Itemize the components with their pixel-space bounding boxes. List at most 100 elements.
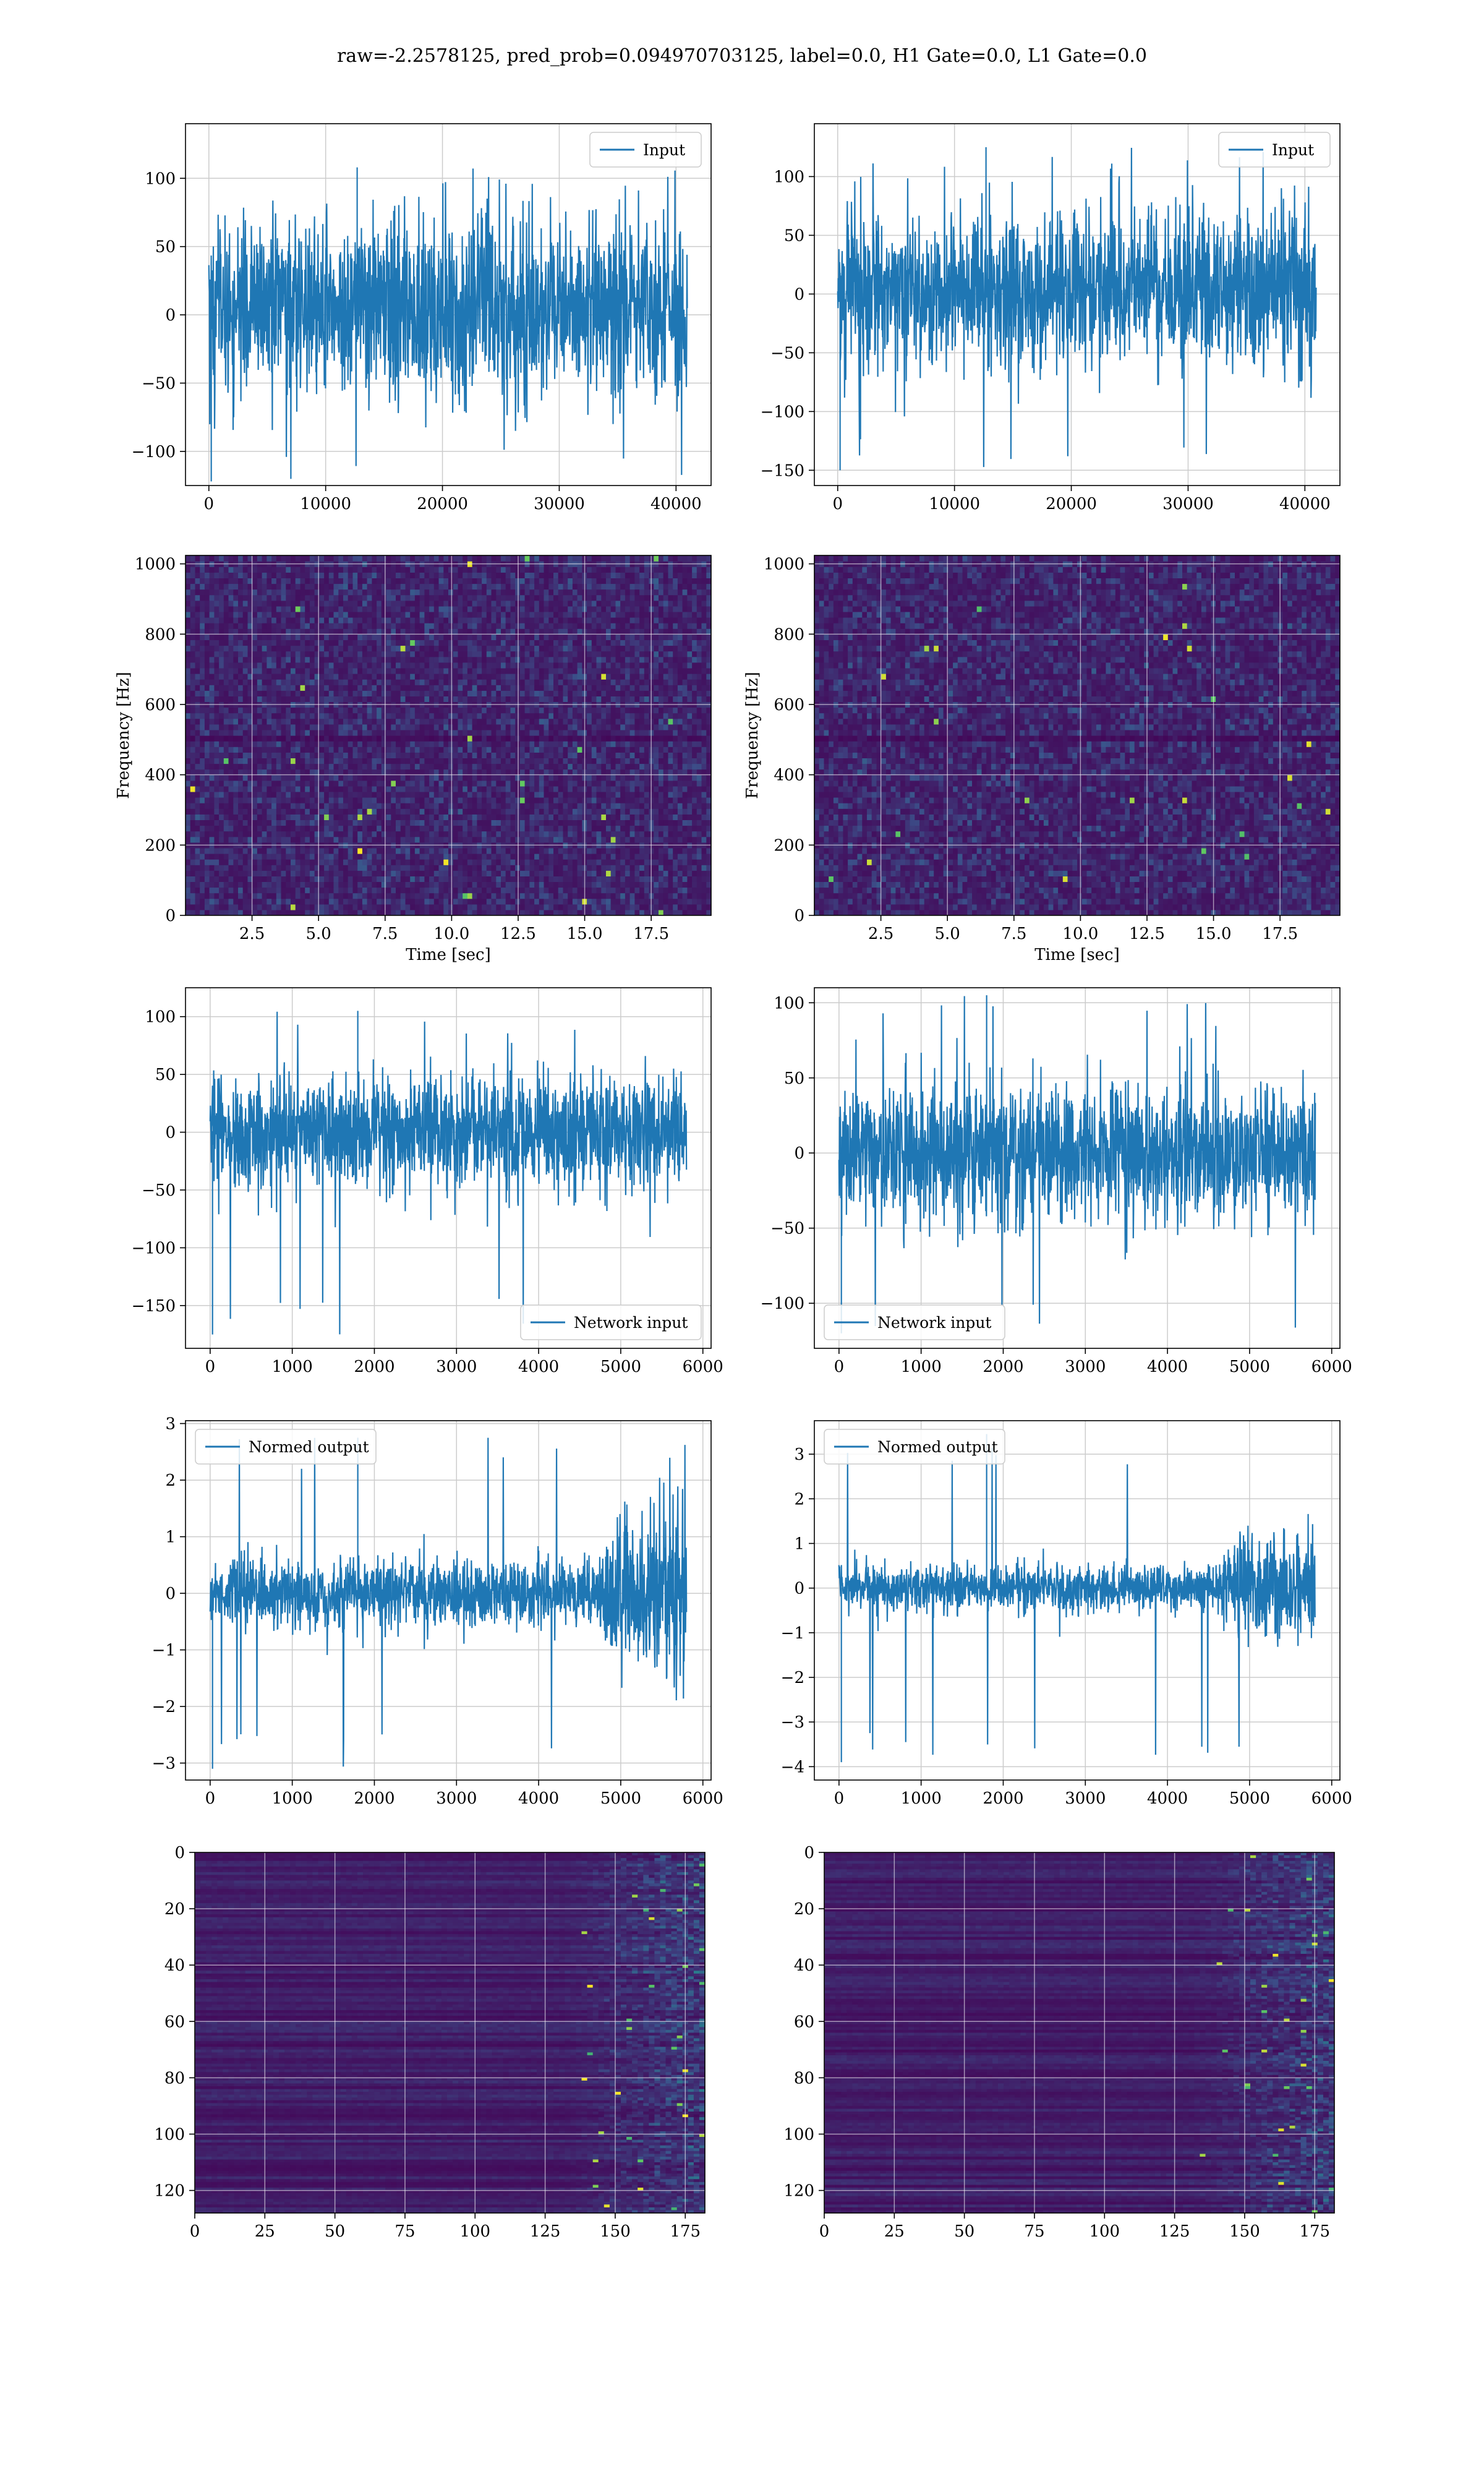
spectrogram-h1-cell: [396, 774, 401, 781]
spectrogram-h1-cell: [223, 763, 229, 770]
spectrogram-h1-cell: [639, 713, 645, 719]
spectrogram-h1-cell: [223, 679, 229, 685]
spectrogram-h1-cell: [505, 674, 511, 680]
spectrogram-h1-cell: [534, 763, 540, 770]
spectrogram-h1-cell: [186, 741, 191, 747]
spectrogram-h1-cell: [553, 718, 559, 725]
spectrogram-h1-cell: [357, 729, 363, 736]
spectrogram-h1-cell: [286, 904, 291, 910]
spectrogram-h1-cell: [348, 696, 353, 702]
spectrogram-h1-cell: [200, 679, 205, 685]
spectrogram-h1-cell: [587, 707, 592, 714]
spectrogram-h1-cell: [453, 814, 458, 820]
spectrogram-h1-cell: [692, 859, 697, 865]
spectrogram-h1-cell: [659, 690, 664, 696]
spectrogram-h1-cell: [572, 892, 578, 899]
spectrogram-h1-cell: [606, 763, 612, 770]
spectrogram-h1-cell: [291, 836, 296, 843]
spectrogram-h1-cell: [577, 870, 582, 876]
spectrogram-h1-cell: [491, 785, 497, 792]
spectrogram-h1-cell: [405, 881, 411, 888]
spectrogram-h1-cell: [223, 769, 229, 776]
spectrogram-h1-cell: [419, 803, 425, 809]
spectrogram-h1-cell: [233, 859, 239, 865]
spectrogram-h1-cell: [195, 696, 200, 702]
spectrogram-h1-cell: [252, 713, 258, 719]
spectrogram-h1-cell: [544, 729, 549, 736]
spectrogram-h1-cell: [534, 836, 540, 843]
spectrogram-h1-cell: [377, 662, 382, 669]
spectrogram-h1-cell: [367, 752, 372, 758]
spectrogram-h1-cell: [314, 769, 320, 776]
spectrogram-h1-cell: [472, 662, 477, 669]
spectrogram-h1-cell: [367, 662, 372, 669]
spectrogram-h1-cell: [357, 791, 363, 798]
spectrogram-h1-cell: [324, 836, 330, 843]
spectrogram-h1-cell: [668, 729, 673, 736]
spectrogram-h1-cell: [195, 735, 200, 742]
spectrogram-h1-cell: [510, 847, 516, 854]
spectrogram-h1-cell: [615, 865, 621, 871]
spectrogram-h1-cell: [314, 729, 320, 736]
spectrogram-h1-cell: [267, 836, 272, 843]
spectrogram-h1-cell: [477, 747, 482, 753]
spectrogram-h1-cell: [271, 865, 277, 871]
spectrogram-h1-cell: [333, 752, 339, 758]
spectrogram-h1-cell: [362, 881, 368, 888]
spectrogram-h1-cell: [510, 769, 516, 776]
spectrogram-h1-cell: [204, 735, 210, 742]
spectrogram-h1-cell: [563, 685, 568, 691]
spectrogram-h1-cell: [300, 747, 305, 753]
spectrogram-h1-cell: [548, 808, 554, 815]
spectrogram-h1-cell: [529, 747, 535, 753]
spectrogram-h1-cell: [601, 769, 607, 776]
spectrogram-h1-cell: [262, 713, 267, 719]
spectrogram-h1-cell: [524, 774, 530, 781]
spectrogram-h1-cell: [654, 713, 659, 719]
spectrogram-h1-cell: [620, 752, 626, 758]
spectrogram-h1-cell: [448, 696, 454, 702]
spectrogram-h1-cell: [309, 679, 315, 685]
spectrogram-h1-cell: [319, 667, 325, 674]
spectrogram-h1-cell: [548, 774, 554, 781]
spectrogram-h1-cell: [309, 662, 315, 669]
spectrogram-h1-cell: [309, 808, 315, 815]
spectrogram-h1-cell: [458, 898, 463, 905]
spectrogram-h1-cell: [496, 685, 501, 691]
spectrogram-h1-cell: [505, 881, 511, 888]
spectrogram-h1-cell: [424, 825, 430, 832]
spectrogram-h1-cell: [295, 904, 301, 910]
spectrogram-h1-cell: [639, 892, 645, 899]
spectrogram-h1-cell: [195, 662, 200, 669]
spectrogram-h1-cell: [319, 808, 325, 815]
spectrogram-h1-cell: [214, 758, 220, 764]
spectrogram-h1-cell: [343, 820, 349, 826]
spectrogram-h1-cell: [458, 674, 463, 680]
spectrogram-h1-cell: [433, 690, 440, 696]
spectrogram-h1-cell: [286, 763, 291, 770]
spectrogram-h1-cell: [659, 785, 664, 792]
spectrogram-h1-cell: [659, 887, 664, 894]
spectrogram-h1-cell: [505, 763, 511, 770]
spectrogram-h1-cell: [577, 685, 582, 691]
spectrogram-h1-cell: [319, 898, 325, 905]
spectrogram-h1-cell: [634, 718, 640, 725]
spectrogram-h1-cell: [396, 825, 401, 832]
spectrogram-h1-cell: [654, 898, 659, 905]
spectrogram-h1-cell: [673, 803, 678, 809]
spectrogram-h1-cell: [281, 870, 286, 876]
spectrogram-h1-cell: [377, 763, 382, 770]
spectrogram-h1-cell: [701, 904, 707, 910]
spectrogram-h1-cell: [410, 752, 416, 758]
spectrogram-h1-cell: [305, 791, 310, 798]
spectrogram-h1-cell: [352, 887, 358, 894]
spectrogram-h1-cell: [319, 707, 325, 714]
spectrogram-h1-cell: [333, 847, 339, 854]
spectrogram-h1-cell: [338, 763, 344, 770]
spectrogram-h1-cell: [291, 898, 296, 905]
spectrogram-h1-cell: [477, 696, 482, 702]
spectrogram-h1-cell: [386, 808, 391, 815]
spectrogram-h1-cell: [219, 876, 224, 882]
spectrogram-h1-cell: [391, 763, 396, 770]
spectrogram-h1-cell: [677, 724, 683, 730]
